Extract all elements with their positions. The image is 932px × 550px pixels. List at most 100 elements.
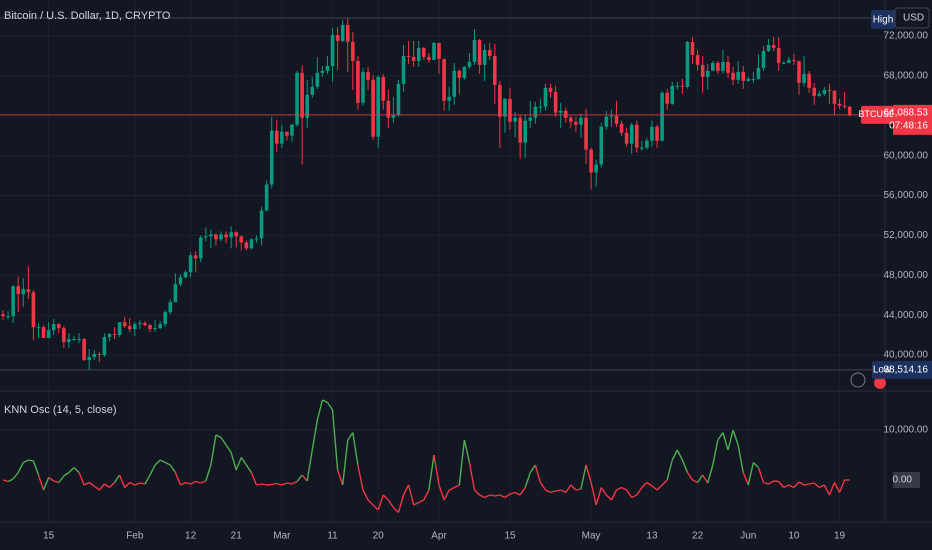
candle-body — [102, 337, 107, 356]
low-tag — [872, 360, 893, 379]
osc-segment — [671, 449, 678, 461]
osc-segment — [149, 464, 156, 476]
countdown-label: 07:48:16 — [889, 121, 928, 132]
osc-segment — [190, 480, 196, 485]
candle-body — [274, 130, 279, 144]
candle-body — [183, 272, 188, 278]
candle-body — [802, 73, 806, 83]
x-tick-label: Jun — [740, 531, 756, 542]
candle-body — [320, 70, 325, 73]
symbol-tag — [861, 105, 893, 124]
osc-segment — [17, 462, 24, 473]
y-tick-label: 44,000.00 — [884, 310, 929, 321]
osc-segment — [808, 482, 815, 485]
candle-body — [351, 41, 355, 61]
candle-body — [97, 354, 102, 356]
candle-body — [523, 120, 528, 143]
candle-body — [209, 234, 213, 237]
candle-body — [574, 121, 578, 125]
osc-segment — [296, 474, 303, 482]
candle-body — [817, 93, 822, 96]
osc-segment — [798, 481, 805, 486]
osc-segment — [514, 491, 521, 496]
osc-segment — [113, 474, 121, 483]
osc-segment — [387, 499, 394, 508]
candle-body — [330, 34, 335, 66]
candle-body — [143, 323, 147, 326]
osc-segment — [235, 457, 242, 471]
candle-body — [224, 234, 228, 238]
icon[interactable] — [850, 372, 866, 388]
osc-segment — [686, 472, 694, 481]
osc-segment — [250, 472, 258, 486]
osc-segment — [757, 467, 765, 483]
osc-segment — [392, 507, 399, 513]
candle-body — [771, 44, 776, 48]
osc-segment — [326, 402, 334, 411]
osc-segment — [590, 482, 597, 506]
candle-body — [680, 85, 685, 87]
candle-body — [432, 42, 436, 60]
candle-body — [619, 123, 624, 133]
candle-body — [579, 117, 583, 125]
candle-body — [751, 78, 756, 80]
candle-body — [371, 79, 375, 137]
icon[interactable] — [874, 377, 886, 389]
candle-body — [148, 325, 152, 330]
low-label: Low — [873, 364, 892, 375]
osc-segment — [448, 486, 455, 491]
osc-segment — [529, 464, 536, 473]
candle-body — [67, 339, 71, 343]
osc-segment — [154, 459, 161, 466]
osc-segment — [616, 486, 622, 491]
osc-segment — [230, 452, 237, 471]
y-tick-label: 52,000.00 — [884, 230, 929, 241]
candle-body — [640, 147, 644, 149]
candle-body — [87, 357, 91, 360]
candle-body — [310, 86, 315, 95]
osc-segment — [382, 494, 389, 501]
candle-body — [16, 286, 21, 295]
osc-segment — [737, 444, 744, 473]
candle-body — [726, 61, 730, 73]
candle-body — [315, 72, 320, 87]
candle-body — [442, 58, 446, 101]
osc-segment — [443, 489, 450, 501]
osc-segment — [631, 494, 638, 499]
osc-segment — [489, 494, 495, 497]
candle-body — [340, 25, 345, 41]
candle-body — [325, 65, 330, 71]
osc-segment — [656, 484, 663, 491]
candle-body — [624, 132, 629, 144]
osc-segment — [68, 467, 75, 473]
x-tick-label: Feb — [126, 531, 144, 542]
candle-body — [305, 94, 309, 118]
osc-segment — [32, 460, 40, 476]
candle-body — [731, 72, 735, 80]
candle-body — [482, 49, 487, 65]
osc-segment — [352, 432, 359, 466]
candle-body — [82, 339, 86, 360]
candle-body — [269, 130, 274, 185]
osc-segment — [301, 474, 308, 482]
osc-segment — [144, 474, 151, 485]
candle-body — [416, 47, 421, 61]
osc-segment — [159, 459, 166, 464]
candle-body — [797, 60, 801, 83]
candle-body — [518, 117, 522, 143]
candle-body — [447, 96, 451, 101]
candle-body — [422, 47, 426, 57]
candle-body — [700, 64, 705, 77]
candle-body — [513, 117, 517, 122]
candle-body — [842, 105, 847, 107]
candle-body — [695, 54, 700, 65]
candle-body — [660, 92, 664, 141]
osc-segment — [108, 482, 116, 488]
osc-segment — [12, 472, 19, 480]
osc-segment — [575, 488, 582, 491]
candle-body — [812, 87, 816, 96]
candle-body — [467, 61, 472, 67]
candle-body — [26, 289, 31, 293]
osc-segment — [200, 480, 207, 484]
